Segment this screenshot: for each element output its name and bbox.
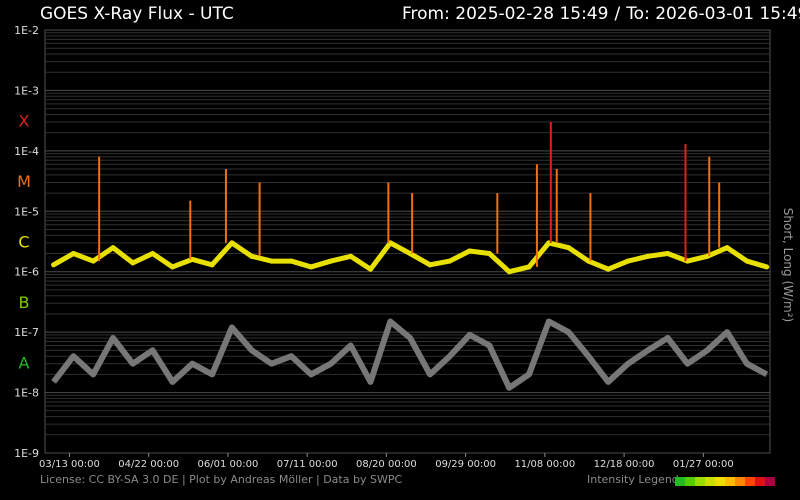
x-tick-label: 07/11 00:00: [277, 459, 338, 470]
series-long-segment: [51, 251, 76, 268]
series-long-segment: [328, 253, 354, 264]
flare-class-X: X: [19, 112, 30, 131]
y-tick-label: 1E-5: [14, 205, 39, 218]
series-long-segment: [447, 248, 473, 264]
x-tick-label: 12/18 00:00: [594, 459, 655, 470]
y-tick-label: 1E-2: [14, 24, 39, 37]
series-long-segment: [130, 251, 156, 266]
series-long-segment: [368, 240, 393, 272]
series-long-segment: [704, 245, 730, 259]
from-label: From: 2025-02-28 15:49: [402, 4, 609, 24]
legend-swatch-1: [685, 477, 695, 486]
legend-swatch-9: [765, 477, 775, 486]
y-tick-label: 1E-3: [14, 84, 39, 97]
series-long-segment: [70, 251, 96, 264]
x-tick-label: 09/29 00:00: [435, 459, 496, 470]
y-tick-label: 1E-7: [14, 326, 39, 339]
footer-credits: License: CC BY-SA 3.0 DE | Plot by Andre…: [40, 473, 403, 486]
series-long-segment: [150, 251, 175, 270]
series-long-segment: [348, 253, 374, 272]
series-short: [51, 318, 769, 391]
series-long-segment: [407, 251, 433, 268]
series-long-segment: [189, 256, 215, 268]
series-long-segment: [566, 245, 591, 264]
x-tick-label: 11/08 00:00: [514, 459, 575, 470]
time-range: From: 2025-02-28 15:49/To: 2026-03-01 15…: [402, 4, 800, 24]
intensity-legend-label: Intensity Legend: [587, 473, 679, 486]
series-long-segment: [486, 251, 512, 275]
series-long-segment: [387, 240, 413, 257]
series-long-segment: [90, 245, 116, 264]
series-long-segment: [288, 258, 314, 270]
series-long-segment: [665, 251, 690, 264]
legend-swatch-7: [745, 477, 755, 486]
series-long-segment: [526, 240, 552, 270]
x-tick-label: 01/27 00:00: [673, 459, 734, 470]
series-long-segment: [229, 240, 255, 259]
series-long-segment: [427, 258, 453, 268]
x-tick-label: 04/22 00:00: [118, 459, 179, 470]
legend-swatch-2: [695, 477, 705, 486]
series-long-segment: [209, 240, 235, 268]
flare-class-M: M: [17, 172, 31, 191]
series-long-segment: [308, 258, 334, 270]
legend-swatch-8: [755, 477, 765, 486]
series-long-segment: [724, 245, 750, 264]
to-label: To: 2026-03-01 15:49: [626, 4, 800, 24]
range-separator: /: [614, 4, 621, 24]
series-long-segment: [546, 240, 572, 251]
y-tick-label: 1E-6: [14, 266, 39, 279]
series-long-segment: [605, 258, 631, 272]
series-long-segment: [506, 264, 532, 275]
flare-class-A: A: [19, 353, 30, 372]
chart-title: GOES X-Ray Flux - UTC: [40, 4, 234, 24]
series-long-segment: [625, 253, 651, 264]
x-tick-label: 08/20 00:00: [356, 459, 417, 470]
x-tick-label: 03/13 00:00: [39, 459, 100, 470]
flare-class-B: B: [19, 293, 30, 312]
series-long-segment: [249, 253, 274, 264]
series-long-segment: [467, 248, 492, 257]
x-tick-label: 06/01 00:00: [198, 459, 259, 470]
series-long-segment: [684, 253, 710, 264]
intensity-legend-bar: [675, 477, 775, 486]
y-tick-label: 1E-8: [14, 387, 39, 400]
legend-swatch-6: [735, 477, 745, 486]
series-long-segment: [110, 245, 136, 266]
y-tick-label: 1E-4: [14, 145, 39, 158]
series-long-segment: [585, 258, 611, 272]
flare-class-C: C: [18, 233, 29, 252]
legend-swatch-3: [705, 477, 715, 486]
legend-swatch-4: [715, 477, 725, 486]
legend-swatch-5: [725, 477, 735, 486]
series-long-segment: [744, 258, 770, 270]
legend-swatch-0: [675, 477, 685, 486]
y-axis-label: Short, Long (W/m²): [781, 207, 795, 323]
series-long-segment: [169, 256, 195, 270]
series-long-segment: [645, 251, 671, 259]
y-tick-label: 1E-9: [14, 447, 39, 460]
